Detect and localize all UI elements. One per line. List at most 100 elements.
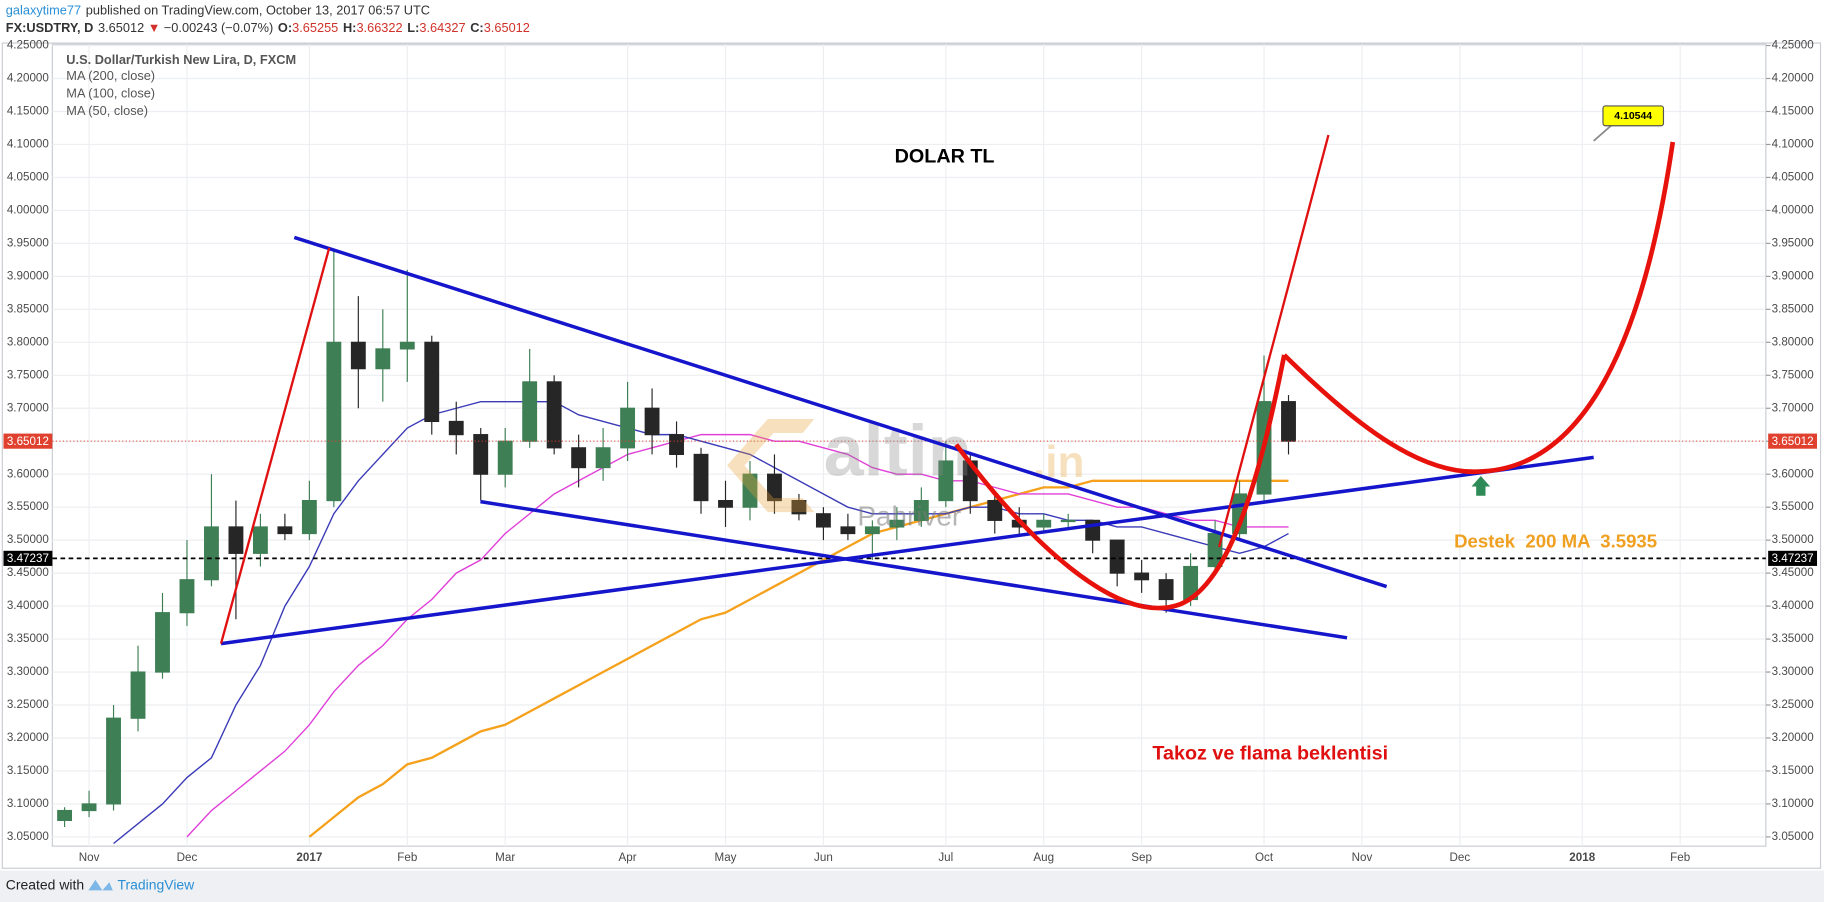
y-tick-label: 4.20000 [7, 72, 50, 85]
ohlc-value: 3.65255 [292, 20, 338, 35]
y-tick-label: 3.70000 [7, 401, 50, 414]
up-arrow [1471, 476, 1491, 496]
x-tick-label: Nov [79, 851, 100, 864]
watermark-text: .in [1033, 438, 1085, 487]
y-tick-label: 3.85000 [7, 302, 50, 315]
y-tick-label: 4.05000 [1772, 171, 1815, 184]
y-tick-label: 3.95000 [1772, 236, 1815, 249]
candle-body [742, 473, 758, 508]
cup-curve [954, 354, 1287, 611]
candle-body [840, 526, 856, 535]
moving-average-line [308, 479, 1289, 838]
ohlc-label: C: [470, 20, 483, 35]
y-tick-label: 3.90000 [1772, 269, 1815, 282]
y-tick-label: 3.30000 [7, 665, 50, 678]
y-tick-label: 4.10000 [1772, 138, 1815, 151]
chart-subtitle: U.S. Dollar/Turkish New Lira, D, FXCM [66, 52, 296, 67]
y-tick-label: 3.10000 [1772, 797, 1815, 810]
candle-body [326, 341, 342, 502]
change-arrow: ▼ [148, 20, 161, 35]
brand-logo [88, 879, 113, 891]
price-label: 3.47237 [1772, 552, 1814, 565]
candle-body [889, 519, 905, 528]
price-label-box [1768, 433, 1818, 449]
candle-body [644, 407, 660, 436]
candle-body [913, 499, 929, 521]
ohlc-value: 3.66322 [356, 20, 402, 35]
y-tick-label: 3.20000 [7, 731, 50, 744]
candle-body [179, 579, 195, 614]
candle-body [106, 717, 121, 805]
last-price: 3.65012 [98, 20, 144, 35]
candle-body [57, 809, 73, 821]
y-tick-label: 3.95000 [7, 236, 50, 249]
candle-body [620, 407, 636, 449]
candle-body [473, 434, 489, 475]
y-tick-label: 3.40000 [1772, 599, 1815, 612]
pole-line [219, 247, 331, 644]
symbol: FX:USDTRY, D [6, 20, 94, 35]
y-tick-label: 4.25000 [1772, 39, 1815, 52]
y-tick-label: 3.35000 [1772, 632, 1815, 645]
y-tick-label: 3.75000 [1772, 368, 1815, 381]
candle-body [350, 341, 366, 370]
y-tick-label: 3.35000 [7, 632, 50, 645]
symbol-line: FX:USDTRY, D 3.65012 ▼ −0.00243 (−0.07%) O:3… [6, 20, 530, 35]
legend-entry: MA (50, close) [66, 103, 148, 118]
annotation: DOLAR TL [895, 145, 995, 167]
x-tick-label: Oct [1255, 851, 1274, 864]
candle-body [204, 526, 219, 581]
published: published on TradingView.com, October 13… [86, 3, 430, 18]
plot-content [57, 249, 1296, 845]
candle-body [277, 526, 293, 535]
y-tick-label: 4.15000 [7, 105, 50, 118]
candle-body [1109, 539, 1125, 574]
price-label-box [1768, 550, 1818, 566]
y-tick-label: 4.20000 [1772, 72, 1815, 85]
brand-link[interactable]: TradingView [117, 876, 195, 892]
x-tick-label: Apr [619, 851, 637, 864]
candle-body [1134, 572, 1150, 581]
y-tick-label: 3.45000 [7, 566, 50, 579]
y-tick-label: 3.90000 [7, 269, 50, 282]
header-line: galaxytime77 published on TradingView.com… [6, 3, 430, 18]
price-label: 3.65012 [1772, 435, 1814, 448]
candle-body [1158, 579, 1174, 601]
trend-line [293, 235, 1388, 589]
footer-bar [0, 870, 1824, 902]
candle-body [399, 341, 415, 350]
candle-body [791, 499, 807, 515]
y-tick-label: 4.05000 [7, 171, 50, 184]
x-tick-label: Feb [397, 851, 417, 864]
y-tick-label: 4.25000 [7, 39, 50, 52]
candle-body [693, 453, 709, 502]
candle-body [767, 473, 782, 502]
candle-body [424, 341, 440, 423]
ohlc-label: H: [343, 20, 356, 35]
trend-line [220, 455, 1594, 646]
pole-line [1217, 134, 1330, 548]
candle-body [301, 499, 317, 535]
handle-curve [1282, 141, 1676, 475]
price-label: 3.65012 [7, 435, 49, 448]
candle-body [81, 803, 97, 812]
callout-label: 4.10544 [1614, 111, 1652, 122]
plot-area: 3.05000 3.05000 3.10000 3.10000 3.15000 3.150… [3, 39, 1818, 864]
candle-body [1060, 519, 1076, 523]
author: galaxytime77 [6, 3, 81, 18]
candle-body [1036, 519, 1052, 528]
y-tick-label: 3.85000 [1772, 302, 1815, 315]
candle-body [252, 526, 268, 554]
y-tick-label: 3.30000 [1772, 665, 1815, 678]
candle-body [522, 381, 538, 442]
y-tick-label: 3.25000 [7, 698, 50, 711]
candle-body [987, 499, 1003, 521]
y-tick-label: 3.50000 [1772, 533, 1815, 546]
legend-entry: MA (200, close) [66, 68, 155, 83]
candle-body [448, 420, 464, 436]
candle-body [815, 513, 831, 528]
y-tick-label: 3.40000 [7, 599, 50, 612]
watermark: altin .in [727, 411, 1085, 513]
